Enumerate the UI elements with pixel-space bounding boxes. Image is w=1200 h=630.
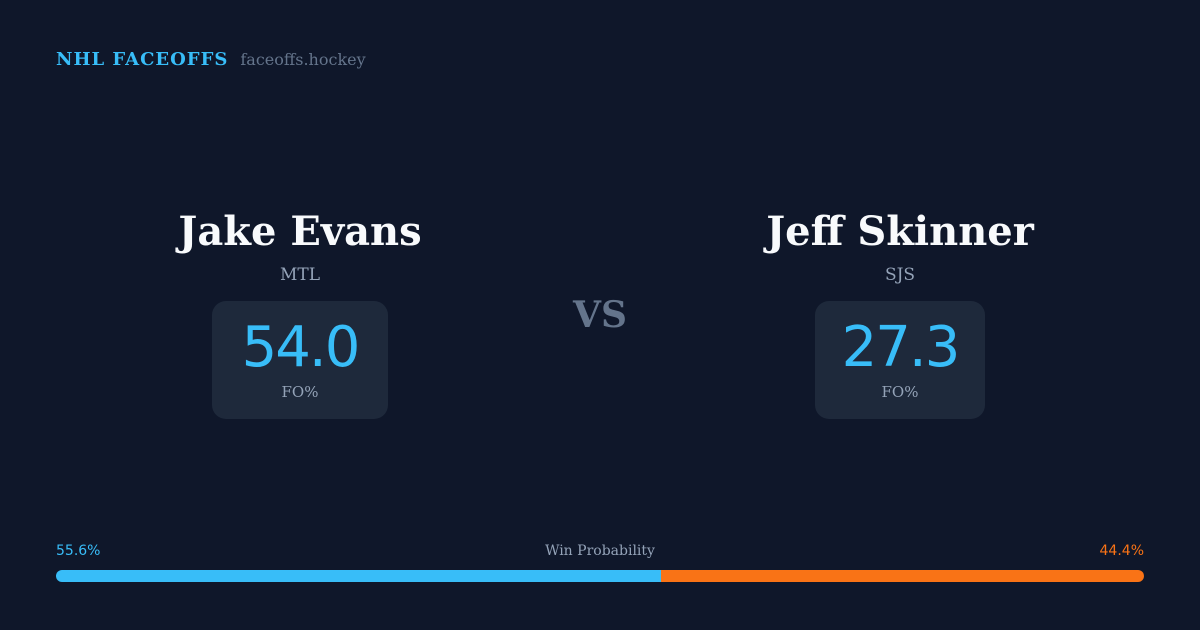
win-probability-labels: 55.6% Win Probability 44.4%: [56, 543, 1144, 559]
faceoff-percentage: 27.3: [841, 315, 961, 380]
player-name: Jeff Skinner: [766, 208, 1034, 255]
win-probability-right-fill: [660, 570, 1144, 582]
player-left: Jake Evans MTL 54.0 FO%: [50, 205, 550, 419]
faceoff-percentage: 54.0: [241, 315, 361, 380]
vs-label: VS: [573, 294, 627, 336]
stat-unit: FO%: [881, 383, 919, 401]
stat-unit: FO%: [281, 383, 319, 401]
win-probability-title: Win Probability: [545, 543, 655, 559]
win-probability-right: 44.4%: [1099, 543, 1144, 559]
player-name: Jake Evans: [178, 208, 422, 255]
brand-url: faceoffs.hockey: [240, 50, 366, 69]
stat-card: 54.0 FO%: [212, 301, 388, 419]
win-probability-bar: [56, 570, 1144, 582]
win-probability-left-fill: [56, 570, 661, 582]
stat-card: 27.3 FO%: [815, 301, 985, 419]
player-team: MTL: [279, 265, 321, 285]
player-right: Jeff Skinner SJS 27.3 FO%: [650, 205, 1150, 419]
brand-name: NHL FACEOFFS: [56, 49, 229, 70]
brand: NHL FACEOFFS faceoffs.hockey: [56, 49, 366, 70]
win-probability-left: 55.6%: [56, 543, 101, 559]
player-team: SJS: [884, 265, 916, 285]
